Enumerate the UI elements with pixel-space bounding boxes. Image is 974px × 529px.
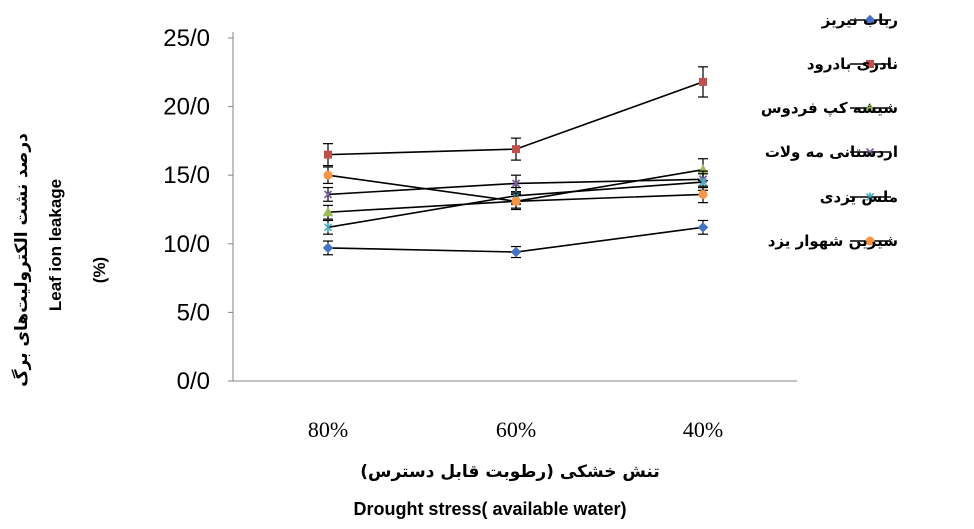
data-point-marker — [323, 190, 333, 199]
legend-label: اردستانی مه ولات — [765, 143, 898, 161]
series-1 — [322, 219, 709, 259]
legend-item: شیرین شهوار یزد — [768, 232, 898, 250]
legend-label: شیشه کپ فردوس — [761, 99, 898, 117]
data-point-marker — [865, 236, 875, 246]
data-point-marker — [697, 222, 709, 233]
y-axis-ticks: 0/0 5/0 10/0 15/0 20/0 25/0 — [163, 25, 233, 395]
series-layer — [322, 66, 709, 259]
legend: رباب نیریز نادری بادرود شیشه کپ فردوس اردست… — [761, 11, 898, 250]
legend-label: رباب نیریز — [821, 11, 898, 29]
data-point-marker — [512, 145, 520, 154]
data-point-marker — [510, 246, 522, 258]
x-axis-ticks: 80% 60% 40% — [308, 417, 723, 442]
data-point-marker — [865, 147, 875, 157]
x-tick-label: 80% — [308, 417, 348, 442]
y-tick-label: 10/0 — [163, 231, 210, 258]
x-axis-label-fa: تنش خشکی (رطوبت قابل دسترس) — [360, 462, 660, 482]
legend-label: ملس یزدی — [820, 188, 898, 206]
series-2 — [323, 66, 708, 167]
y-axis-label-fa: درصد نشت الکترولیت‌های برگ — [12, 133, 32, 387]
legend-item: رباب نیریز — [821, 11, 898, 29]
data-point-marker — [323, 222, 333, 232]
legend-item: ملس یزدی — [820, 188, 898, 206]
data-point-marker — [324, 150, 332, 159]
data-point-marker — [511, 196, 521, 206]
y-tick-label: 15/0 — [163, 162, 210, 189]
y-axis-label-unit: (%) — [90, 257, 109, 283]
legend-item: اردستانی مه ولات — [765, 143, 898, 161]
x-tick-label: 40% — [683, 417, 723, 442]
y-axis-title: درصد نشت الکترولیت‌های برگ Leaf ion leak… — [12, 133, 109, 387]
data-point-marker — [511, 179, 521, 188]
data-point-marker — [323, 170, 333, 180]
data-point-marker — [322, 206, 334, 217]
legend-item: شیشه کپ فردوس — [761, 99, 898, 117]
y-tick-label: 20/0 — [163, 94, 210, 121]
data-point-marker — [865, 192, 875, 202]
plot-area — [232, 32, 797, 382]
y-tick-label: 25/0 — [163, 25, 210, 52]
x-axis-label-en: Drought stress( available water) — [353, 499, 626, 519]
data-point-marker — [698, 189, 708, 199]
legend-label: نادری بادرود — [807, 55, 898, 73]
x-tick-label: 60% — [496, 417, 536, 442]
legend-label: شیرین شهوار یزد — [768, 232, 898, 250]
y-axis-label-en: Leaf ion leakage — [46, 179, 65, 311]
y-tick-label: 0/0 — [177, 368, 210, 395]
legend-item: نادری بادرود — [807, 55, 898, 73]
data-point-marker — [866, 60, 874, 68]
data-point-marker — [864, 102, 876, 112]
y-tick-label: 5/0 — [177, 299, 210, 326]
data-point-marker — [322, 242, 334, 254]
series-6 — [323, 166, 708, 211]
data-point-marker — [698, 177, 708, 187]
data-point-marker — [699, 77, 707, 86]
data-point-marker — [864, 14, 876, 26]
